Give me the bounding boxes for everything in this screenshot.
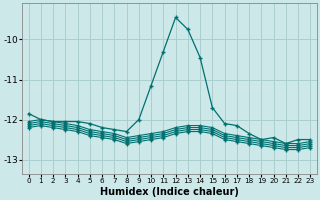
X-axis label: Humidex (Indice chaleur): Humidex (Indice chaleur): [100, 187, 239, 197]
